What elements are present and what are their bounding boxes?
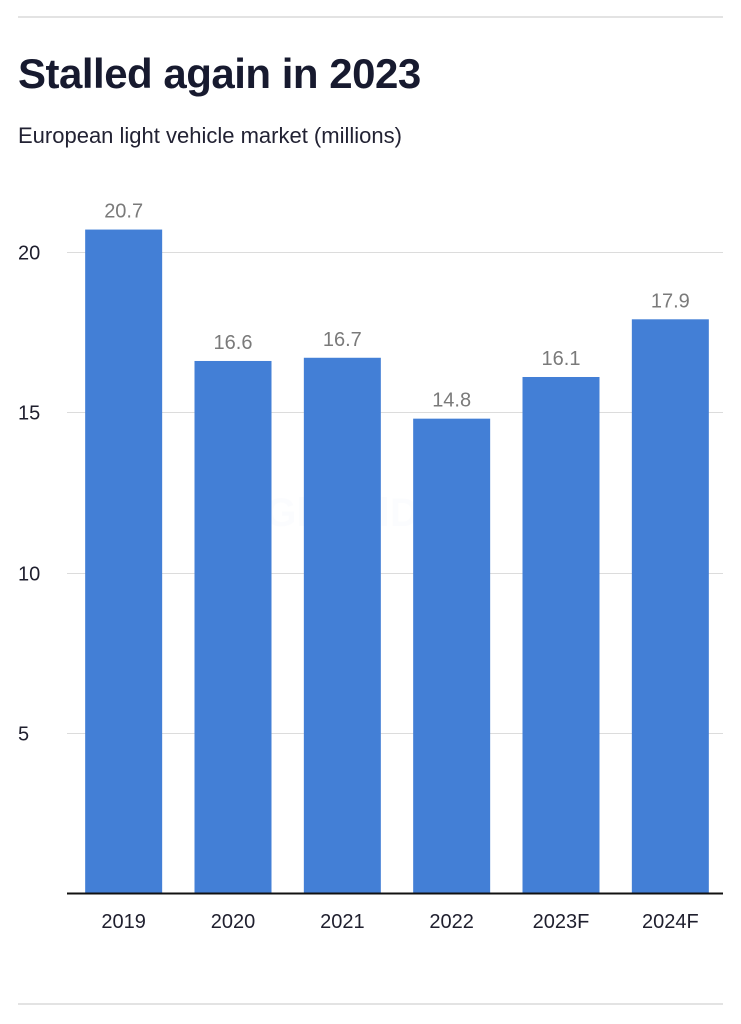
- bar-2020: [194, 360, 272, 894]
- bar-2022: [413, 418, 491, 893]
- bottom-divider: [18, 1003, 723, 1005]
- data-label-2023F: 16.1: [542, 348, 581, 370]
- gridlines: [67, 252, 723, 734]
- data-label-2020: 16.6: [214, 332, 253, 354]
- data-labels: 20.7 16.6 16.7 14.8 16.1 17.9: [104, 201, 690, 412]
- chart-subtitle: European light vehicle market (millions): [18, 123, 402, 148]
- x-tick-label-2019: 2019: [101, 911, 146, 933]
- bars: [85, 229, 709, 894]
- y-tick-label: 10: [18, 564, 40, 586]
- y-tick-label: 15: [18, 403, 40, 425]
- bar-2023F: [522, 376, 600, 893]
- y-tick-label: 20: [18, 243, 40, 265]
- bar-2019: [85, 229, 163, 893]
- x-tick-label-2024F: 2024F: [642, 911, 699, 933]
- top-divider: [18, 16, 723, 18]
- data-label-2019: 20.7: [104, 201, 143, 223]
- x-axis-ticks: 2019 2020 2021 2022 2023F 2024F: [101, 911, 698, 933]
- data-label-2022: 14.8: [432, 390, 471, 412]
- data-label-2024F: 17.9: [651, 290, 690, 312]
- bar-2021: [303, 357, 381, 893]
- bar-2024F: [631, 319, 709, 893]
- x-tick-label-2021: 2021: [320, 911, 365, 933]
- x-tick-label-2022: 2022: [429, 911, 474, 933]
- bar-chart: GlobalData 20.716.616.714.816.117.9 5101…: [18, 201, 723, 933]
- x-tick-label-2023F: 2023F: [533, 911, 590, 933]
- data-label-2021: 16.7: [323, 329, 362, 351]
- chart-title: Stalled again in 2023: [18, 50, 421, 97]
- x-tick-label-2020: 2020: [211, 911, 256, 933]
- y-tick-label: 5: [18, 724, 29, 746]
- y-axis-ticks: 5 10 15 20: [18, 243, 40, 746]
